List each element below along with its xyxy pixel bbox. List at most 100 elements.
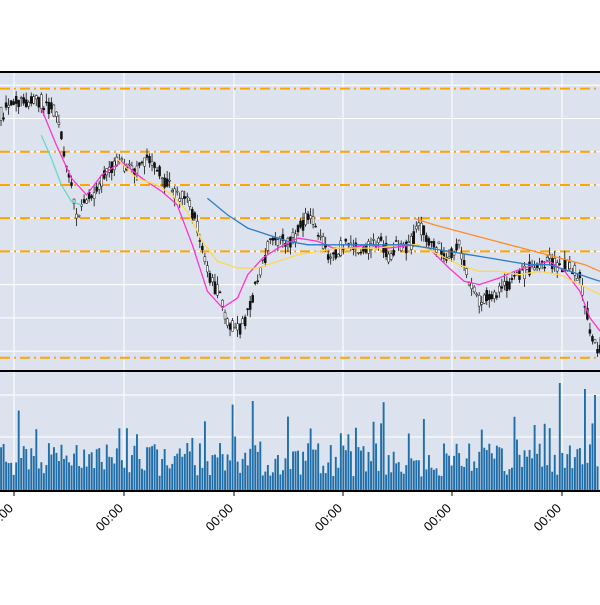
volume-bar — [37, 468, 40, 491]
candle-body — [425, 235, 428, 242]
candle-body — [55, 111, 58, 117]
volume-bar — [324, 473, 327, 491]
candle-body — [362, 246, 365, 252]
candle-body — [14, 95, 18, 104]
volume-bar — [337, 467, 340, 491]
candle-body — [238, 323, 242, 335]
candle-body — [206, 265, 209, 273]
volume-bar — [173, 456, 176, 491]
volume-bar — [211, 455, 214, 491]
candle-body — [158, 166, 161, 177]
candle-body — [404, 241, 408, 254]
volume-bar — [513, 416, 516, 491]
volume-bar — [30, 448, 33, 491]
volume-bar — [128, 472, 131, 491]
volume-bar — [234, 436, 237, 491]
candle-body — [437, 241, 441, 245]
volume-bar — [284, 458, 287, 491]
volume-bar — [216, 457, 219, 491]
volume-bar — [438, 475, 440, 491]
candle-body — [311, 216, 315, 225]
volume-bar — [2, 443, 5, 491]
candle-body — [498, 285, 501, 293]
candle-body — [150, 161, 154, 166]
volume-bar — [302, 451, 305, 491]
candle-body — [160, 177, 164, 180]
candle-body — [135, 165, 139, 174]
candle-body — [513, 275, 516, 277]
candle-body — [508, 281, 511, 290]
volume-bar — [526, 456, 529, 491]
volume-bar — [427, 455, 430, 491]
candle-body — [394, 240, 398, 242]
volume-bar — [156, 449, 159, 491]
candle-body — [218, 291, 222, 294]
volume-bar — [161, 459, 164, 491]
volume-bar — [214, 454, 216, 491]
volume-bar — [289, 469, 292, 491]
volume-bar — [239, 472, 242, 491]
candle-body — [208, 272, 212, 283]
candle-body — [27, 102, 30, 107]
x-tick-label-2: 00:00 — [203, 501, 237, 535]
candle-body — [581, 285, 584, 296]
volume-bar — [370, 461, 372, 491]
volume-bar — [410, 458, 413, 491]
volume-bar — [417, 460, 420, 491]
volume-bar — [392, 451, 395, 491]
volume-bar — [65, 455, 68, 491]
x-tick-label-3: 00:00 — [312, 501, 346, 535]
candle-body — [198, 240, 202, 242]
candle-body — [253, 281, 257, 284]
volume-bar — [55, 452, 58, 491]
candle-body — [279, 236, 282, 239]
candle-body — [186, 196, 189, 199]
volume-bar — [387, 455, 390, 491]
volume-bar — [475, 468, 478, 491]
candle-body — [321, 236, 325, 249]
volume-bar — [450, 465, 453, 491]
volume-bar — [158, 475, 161, 491]
volume-bar — [50, 454, 53, 491]
candle-body — [457, 239, 461, 246]
volume-bar — [133, 445, 136, 491]
volume-bar — [256, 451, 259, 491]
candle-body — [291, 231, 295, 238]
volume-bar — [463, 467, 466, 491]
volume-bar — [594, 395, 596, 491]
volume-bar — [536, 453, 539, 491]
moving-average-ma_magenta — [40, 108, 600, 332]
volume-bar — [22, 446, 25, 491]
volume-bar — [42, 473, 45, 491]
candle-body — [591, 336, 594, 342]
volume-bar — [259, 441, 262, 491]
volume-bar — [543, 423, 546, 491]
candle-body — [472, 286, 476, 293]
volume-bar — [10, 462, 13, 491]
volume-bar — [279, 474, 282, 491]
volume-bar — [468, 443, 471, 491]
volume-bar — [327, 462, 330, 491]
volume-bar — [435, 468, 438, 491]
volume-bar — [546, 465, 549, 491]
volume-bar — [231, 404, 234, 491]
volume-bar — [141, 468, 143, 491]
volume-bar — [266, 464, 269, 491]
volume-bar — [201, 467, 204, 491]
volume-bar — [15, 462, 18, 491]
volume-bar — [146, 447, 148, 491]
candle-body — [488, 294, 491, 300]
volume-bar — [63, 458, 65, 491]
volume-bar — [563, 467, 566, 491]
volume-bar — [246, 465, 249, 491]
volume-bar — [445, 453, 448, 491]
candle-body — [170, 190, 174, 193]
volume-bar — [123, 467, 126, 491]
volume-bar — [453, 455, 456, 491]
volume-bar — [168, 468, 171, 491]
candle-body — [259, 267, 262, 276]
candle-body — [382, 244, 385, 253]
volume-bar — [508, 469, 511, 491]
volume-bar — [68, 462, 70, 491]
